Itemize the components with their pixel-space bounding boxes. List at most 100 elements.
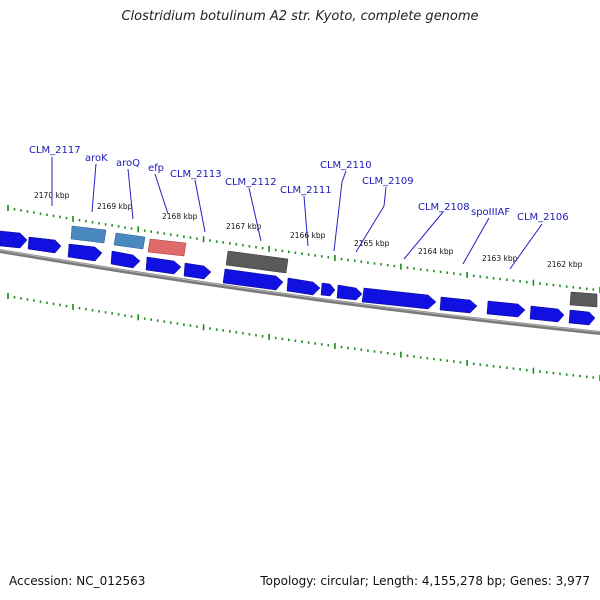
minor-tick <box>572 374 575 377</box>
leader-clm2113 <box>194 179 206 233</box>
minor-tick <box>235 243 238 246</box>
cds-arrow <box>27 236 62 254</box>
major-tick <box>532 367 535 374</box>
minor-tick <box>248 245 251 248</box>
gene-labels: CLM_2117 aroK aroQ efp CLM_2113 CLM_2112… <box>29 145 569 223</box>
leader-clm2109 <box>355 186 387 253</box>
major-tick <box>72 303 74 310</box>
minor-tick <box>78 307 81 310</box>
leader-aroq <box>127 168 134 220</box>
minor-tick <box>307 253 310 256</box>
major-tick <box>202 324 205 331</box>
minor-tick <box>320 343 323 346</box>
minor-tick <box>274 336 277 340</box>
minor-tick <box>453 272 455 275</box>
leader-spoiiiaf <box>462 217 490 265</box>
minor-tick <box>176 234 179 237</box>
minor-tick <box>347 346 349 350</box>
rrna-like-feature <box>70 225 107 244</box>
minor-tick <box>124 314 126 317</box>
minor-tick <box>301 340 303 343</box>
minor-tick <box>281 249 284 253</box>
minor-tick <box>157 319 159 322</box>
minor-tick <box>459 273 462 276</box>
ruler-label-2165: 2165 kbp <box>354 239 390 248</box>
major-tick <box>137 314 139 321</box>
minor-tick <box>189 236 192 239</box>
minor-tick <box>419 356 422 359</box>
gene-label-efp: efp <box>148 163 164 174</box>
minor-tick <box>512 279 515 282</box>
gene-label-clm2113: CLM_2113 <box>170 169 222 180</box>
cds-arrow <box>183 262 212 280</box>
minor-tick <box>150 318 152 321</box>
minor-tick <box>33 211 35 214</box>
minor-tick <box>386 352 389 355</box>
minor-tick <box>539 282 541 285</box>
cds-arrow <box>286 277 321 296</box>
other-feature <box>569 291 598 308</box>
minor-tick <box>274 248 277 252</box>
cds-arrow <box>568 309 596 326</box>
minor-tick <box>91 309 94 312</box>
minor-tick <box>248 333 251 336</box>
leader-clm2110 <box>333 170 347 252</box>
leader-clm2111 <box>303 195 309 247</box>
minor-tick <box>229 330 231 333</box>
minor-tick <box>157 231 159 234</box>
minor-tick <box>196 325 198 328</box>
ruler-label-2169: 2169 kbp <box>97 202 133 211</box>
minor-tick <box>552 371 555 375</box>
minor-tick <box>242 332 244 335</box>
gene-label-clm2109: CLM_2109 <box>362 176 414 187</box>
minor-tick <box>446 271 448 274</box>
minor-tick <box>559 284 561 288</box>
minor-tick <box>393 264 396 268</box>
minor-tick <box>124 226 126 229</box>
minor-tick <box>307 341 310 344</box>
minor-tick <box>373 262 376 265</box>
major-tick <box>334 255 336 261</box>
minor-tick <box>189 324 192 327</box>
major-tick <box>532 279 535 286</box>
minor-tick <box>360 348 363 351</box>
minor-tick <box>367 349 369 352</box>
minor-tick <box>222 241 224 244</box>
minor-tick <box>26 298 29 301</box>
minor-tick <box>85 308 87 311</box>
minor-tick <box>183 235 185 238</box>
gene-label-clm2110: CLM_2110 <box>320 160 372 171</box>
ruler-label-2167: 2167 kbp <box>226 222 262 231</box>
minor-tick <box>196 237 198 240</box>
minor-tick <box>446 359 448 362</box>
minor-tick <box>65 216 68 220</box>
cds-arrow <box>529 305 565 323</box>
minor-tick <box>479 275 482 278</box>
minor-tick <box>419 268 422 271</box>
leader-arok <box>91 163 97 213</box>
minor-tick <box>393 352 396 356</box>
major-tick <box>268 245 270 252</box>
minor-tick <box>539 370 541 373</box>
minor-tick <box>20 209 22 212</box>
minor-tick <box>215 328 218 331</box>
minor-tick <box>545 371 548 374</box>
minor-tick <box>52 302 55 306</box>
minor-tick <box>222 329 224 332</box>
minor-tick <box>439 358 442 362</box>
minor-tick <box>143 317 146 320</box>
cds-arrow <box>145 256 182 275</box>
gene-label-spoiiiaf: spoIIIAF <box>471 207 510 218</box>
minor-tick <box>479 363 482 366</box>
minor-tick <box>565 285 568 288</box>
minor-tick <box>459 361 462 364</box>
minor-tick <box>39 212 42 215</box>
minor-tick <box>340 345 343 349</box>
minor-tick <box>52 214 55 218</box>
minor-tick <box>33 299 35 302</box>
leader-efp <box>154 173 169 215</box>
minor-tick <box>340 257 343 261</box>
minor-tick <box>46 213 48 216</box>
cds-arrow <box>486 300 526 318</box>
